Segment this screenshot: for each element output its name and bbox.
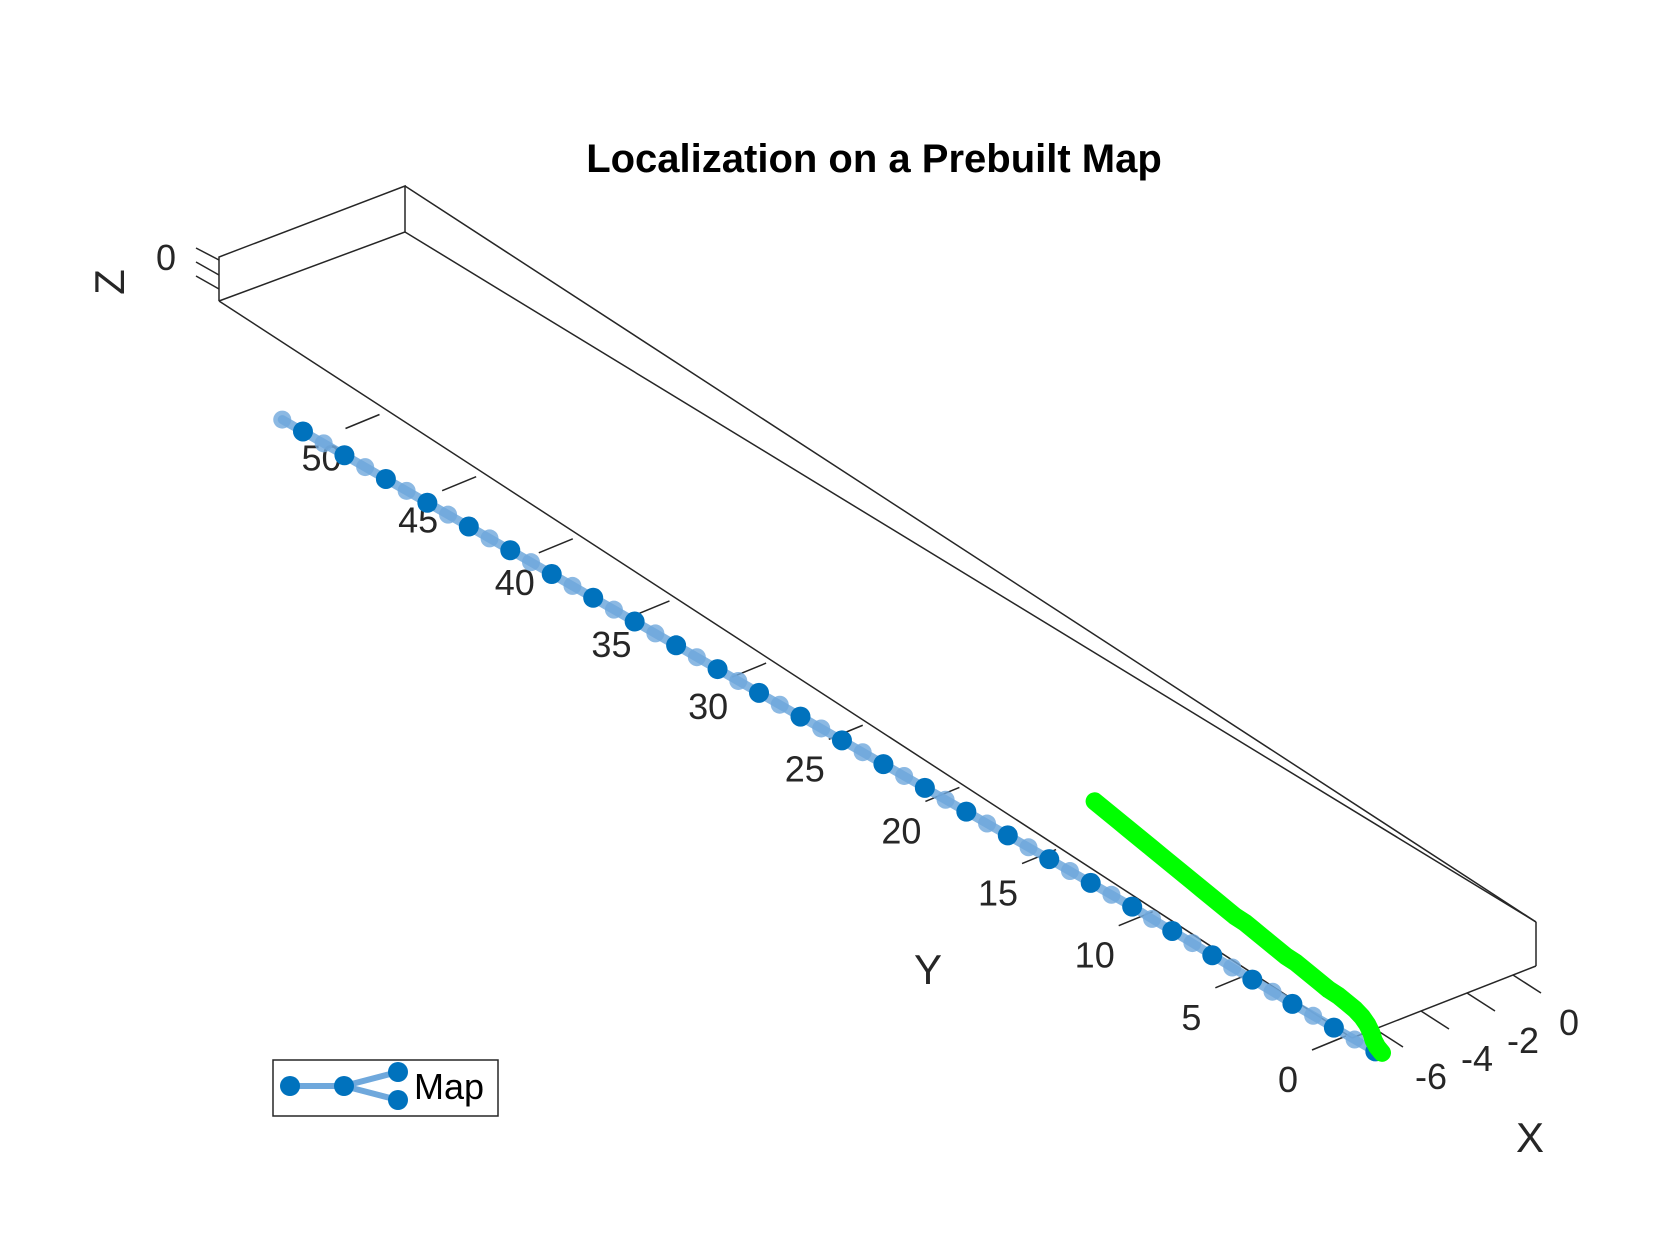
map-frame-glyph [1263, 982, 1282, 1001]
map-keyframe [583, 587, 604, 608]
z-tick-mark [195, 275, 220, 290]
map-frame-glyph [1345, 1030, 1364, 1049]
y-tick-label: 5 [1181, 997, 1201, 1038]
legend-label-map: Map [414, 1066, 484, 1107]
map-frame-glyph [439, 505, 458, 524]
map-frame-glyph [356, 458, 375, 477]
map-frame-glyph [397, 481, 416, 500]
y-tick-mark [345, 413, 380, 430]
map-frame-glyph [1102, 885, 1121, 904]
map-keyframe [956, 801, 977, 822]
z-tick-label: 0 [156, 237, 176, 278]
map-frame-glyph [480, 529, 499, 548]
map-keyframe [500, 540, 521, 561]
y-tick-label: 35 [591, 624, 631, 665]
map-frame-glyph [687, 648, 706, 667]
map-frame-glyph [729, 671, 748, 690]
y-tick-mark [635, 600, 670, 616]
map-frame-glyph [1143, 909, 1162, 928]
map-keyframe [1202, 945, 1223, 966]
map-keyframe [334, 445, 355, 466]
localization-series [1085, 792, 1391, 1062]
map-frame-glyph [936, 790, 955, 809]
map-keyframe [541, 564, 562, 585]
map-frame-glyph [1019, 838, 1038, 857]
map-series [273, 410, 1386, 1062]
map-keyframe [914, 777, 935, 798]
x-tick-label: 0 [1559, 1002, 1579, 1043]
map-frame-glyph [314, 434, 333, 453]
map-frame-glyph [273, 410, 292, 429]
z-tick-mark [195, 261, 220, 276]
legend-marker-2 [334, 1076, 354, 1096]
y-tick-label: 30 [688, 686, 728, 727]
map-keyframe [1242, 969, 1263, 990]
legend-marker-1 [280, 1076, 300, 1096]
map-frame-glyph [1223, 958, 1242, 977]
map-keyframe [790, 706, 811, 727]
map-keyframe [1323, 1017, 1344, 1038]
map-frame-glyph [895, 766, 914, 785]
map-keyframe [1282, 993, 1303, 1014]
y-tick-mark [441, 475, 477, 492]
legend: Map [272, 1059, 499, 1117]
map-keyframe [1080, 872, 1101, 893]
x-tick-label: -6 [1415, 1056, 1447, 1097]
map-frame-glyph [563, 576, 582, 595]
z-tick-mark [195, 247, 220, 261]
axes-box [218, 184, 1537, 1039]
legend-marker-3 [388, 1062, 408, 1082]
map-frame-glyph [1183, 934, 1202, 953]
map-keyframe [666, 635, 687, 656]
x-tick-mark [1420, 1010, 1450, 1030]
map-keyframe [1122, 896, 1143, 917]
map-frame-glyph [812, 719, 831, 738]
map-frame-glyph [1060, 862, 1079, 881]
box-edge-back [404, 231, 1537, 923]
map-keyframe [375, 468, 396, 489]
x-axis-label: X [1516, 1114, 1544, 1161]
map-keyframe [831, 730, 852, 751]
map-keyframe [997, 825, 1018, 846]
map-keyframe [292, 421, 313, 442]
y-tick-label: 25 [785, 748, 825, 789]
legend-marker-4 [388, 1090, 408, 1110]
map-frame-glyph [1304, 1006, 1323, 1025]
y-tick-label: 10 [1075, 935, 1115, 976]
z-axis-label: Z [86, 269, 133, 295]
map-keyframe [417, 492, 438, 513]
y-tick-mark [1311, 1035, 1347, 1051]
box-edge-top [404, 185, 1537, 923]
map-frame-glyph [604, 600, 623, 619]
y-axis-label: Y [914, 946, 942, 993]
x-axis-ticks: -6 -4 -2 0 [1374, 974, 1579, 1097]
map-keyframe [1039, 849, 1060, 870]
y-tick-label: 20 [881, 810, 921, 851]
map-frame-glyph [978, 814, 997, 833]
map-keyframe [1162, 920, 1183, 941]
x-tick-label: -4 [1461, 1038, 1493, 1079]
x-axis-line [1351, 965, 1537, 1039]
map-keyframe [749, 682, 770, 703]
x-tick-mark [1466, 992, 1496, 1012]
map-frame-glyph [522, 553, 540, 572]
z-wall-left [218, 184, 406, 302]
chart-title: Localization on a Prebuilt Map [586, 137, 1162, 181]
map-frame-glyph [853, 743, 872, 762]
map-keyframe [707, 659, 728, 680]
y-axis-line [218, 300, 1353, 1039]
y-tick-label: 15 [978, 873, 1018, 914]
map-frame-glyph [770, 695, 789, 714]
localization-pose-glyph [1087, 796, 1102, 807]
map-keyframe [458, 516, 479, 537]
x-tick-label: -2 [1507, 1020, 1539, 1061]
map-keyframe [624, 611, 645, 632]
z-axis-ticks: 0 [156, 237, 220, 290]
map-frame-glyph [646, 624, 665, 643]
map-keyframe [873, 754, 894, 775]
y-tick-label: 0 [1278, 1059, 1298, 1100]
y-tick-mark [538, 538, 574, 554]
x-tick-mark [1512, 974, 1542, 994]
